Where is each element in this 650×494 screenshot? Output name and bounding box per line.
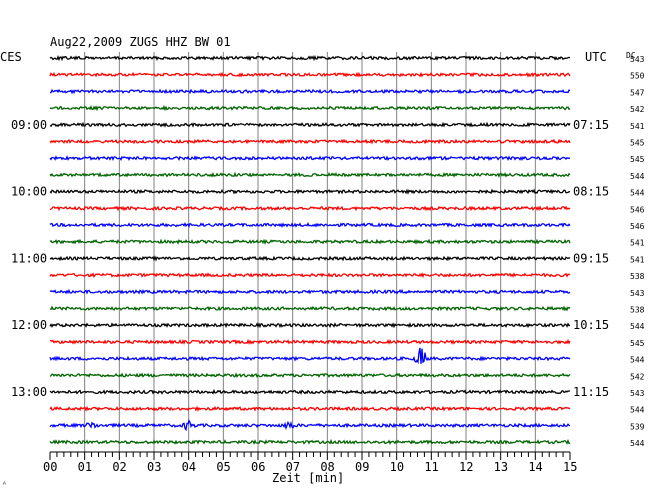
trace-11	[49, 222, 571, 229]
x-axis-label: Zeit [min]	[272, 471, 344, 485]
trace-2	[49, 71, 571, 78]
dc-offset-value: 544	[630, 406, 645, 415]
x-tick-label: 01	[78, 460, 92, 474]
left-time-label: 11:00	[11, 251, 47, 265]
x-tick-label: 05	[216, 460, 230, 474]
time-labels: 09:00 10:00 11:00 12:00 13:00 07:15 08:15 09:15…	[11, 118, 609, 399]
x-tick-label: 14	[528, 460, 542, 474]
left-time-label: 10:00	[11, 185, 47, 199]
right-time-label: 11:15	[573, 385, 609, 399]
trace-9	[49, 188, 571, 195]
x-tick-label: 03	[147, 460, 161, 474]
x-tick-label: 10	[390, 460, 404, 474]
trace-1	[49, 54, 571, 62]
dc-offset-value: 538	[630, 272, 645, 281]
trace-19	[49, 347, 571, 364]
dc-offset-value: 542	[630, 105, 645, 114]
trace-12	[49, 238, 571, 245]
x-tick-label: 11	[424, 460, 438, 474]
right-time-label: 07:15	[573, 118, 609, 132]
left-time-label: 13:00	[11, 385, 47, 399]
dc-offset-value: 546	[630, 222, 645, 231]
trace-22	[49, 405, 571, 412]
dc-offset-value: 539	[630, 422, 645, 431]
x-tick-label: 04	[182, 460, 196, 474]
dc-offset-value: 545	[630, 139, 645, 148]
x-tick-label: 06	[251, 460, 265, 474]
trace-8	[49, 171, 571, 178]
trace-14	[49, 272, 571, 279]
trace-7	[49, 155, 571, 162]
trace-23	[49, 419, 571, 432]
dc-offset-value: 544	[630, 172, 645, 181]
dc-offset-value: 543	[630, 289, 645, 298]
x-tick-label: 09	[355, 460, 369, 474]
trace-18	[49, 338, 571, 345]
right-time-label: 08:15	[573, 185, 609, 199]
left-time-label: 12:00	[11, 318, 47, 332]
right-timezone-label: UTC	[585, 50, 607, 64]
dc-offset-value: 545	[630, 339, 645, 348]
dc-offset-value: 541	[630, 255, 645, 264]
x-tick-label: 02	[112, 460, 126, 474]
trace-6	[49, 138, 571, 145]
trace-20	[49, 372, 571, 379]
trace-15	[49, 288, 571, 295]
x-tick-label: 12	[459, 460, 473, 474]
dc-offset-value: 541	[630, 122, 645, 131]
dc-offset-value: 544	[630, 356, 645, 365]
dc-offset-value: 547	[630, 88, 645, 97]
dc-offset-value: 543	[630, 389, 645, 398]
dc-offset-labels: 543 550 547 542 541 545 545 544 544 546 546 541 541 5…	[630, 55, 645, 448]
dc-offset-value: 545	[630, 155, 645, 164]
dc-offset-value: 542	[630, 372, 645, 381]
x-axis: 00 01 02 03 04 05 06 07 08 09 10 11 12 13 14 15	[43, 451, 577, 474]
dc-offset-value: 544	[630, 439, 645, 448]
trace-17	[49, 322, 571, 329]
trace-21	[49, 388, 571, 395]
x-tick-label: 15	[563, 460, 577, 474]
x-tick-label: 13	[494, 460, 508, 474]
trace-24	[49, 438, 571, 446]
dc-offset-value: 550	[630, 72, 645, 81]
dc-offset-value: 544	[630, 322, 645, 331]
x-tick-label: 07	[286, 460, 300, 474]
dc-offset-value: 538	[630, 306, 645, 315]
trace-13	[49, 255, 571, 262]
left-time-label: 09:00	[11, 118, 47, 132]
trace-3	[49, 88, 571, 95]
left-timezone-label: CES	[0, 50, 22, 64]
right-time-label: 10:15	[573, 318, 609, 332]
chart-title: Aug22,2009 ZUGS HHZ BW 01	[50, 35, 231, 49]
right-time-label: 09:15	[573, 251, 609, 265]
corner-mark: ᴬ	[2, 480, 7, 489]
dc-offset-value: 541	[630, 239, 645, 248]
trace-4	[49, 104, 571, 112]
dc-offset-value: 546	[630, 205, 645, 214]
trace-5	[49, 121, 571, 128]
trace-group	[49, 54, 571, 446]
trace-10	[49, 205, 571, 212]
x-tick-label: 00	[43, 460, 57, 474]
dc-offset-value: 543	[630, 55, 645, 64]
dc-offset-value: 544	[630, 189, 645, 198]
dc-label: DC	[626, 51, 636, 60]
minute-gridlines	[84, 52, 536, 452]
x-tick-label: 08	[320, 460, 334, 474]
trace-16	[49, 305, 571, 312]
